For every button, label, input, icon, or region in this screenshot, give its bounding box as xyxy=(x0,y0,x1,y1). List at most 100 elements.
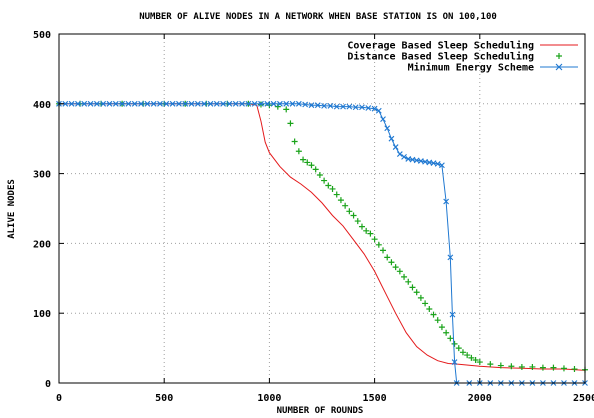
data-point xyxy=(464,352,471,359)
data-point xyxy=(405,278,412,285)
legend: Coverage Based Sleep SchedulingDistance … xyxy=(347,40,578,74)
y-tick-label: 100 xyxy=(33,309,51,320)
data-point xyxy=(112,100,119,107)
data-point xyxy=(340,103,346,110)
data-point xyxy=(75,100,81,107)
data-point xyxy=(476,359,483,366)
data-point xyxy=(438,324,445,331)
y-axis-label: ALIVE NODES xyxy=(7,179,17,239)
legend-label: Minimum Energy Scheme xyxy=(408,62,534,74)
data-point xyxy=(144,100,151,107)
data-point xyxy=(417,294,424,301)
data-point xyxy=(426,306,433,313)
data-point xyxy=(325,182,332,189)
data-point xyxy=(119,100,126,107)
data-point xyxy=(508,363,515,370)
data-point xyxy=(396,151,403,157)
x-axis-label: NUMBER OF ROUNDS xyxy=(277,406,364,416)
data-point xyxy=(213,100,220,107)
data-point xyxy=(316,171,323,178)
data-point xyxy=(384,254,391,261)
y-tick-label: 200 xyxy=(33,239,51,250)
data-point xyxy=(125,100,132,107)
data-point xyxy=(329,185,336,192)
data-point xyxy=(245,100,252,107)
data-point xyxy=(333,191,340,198)
data-point xyxy=(295,100,302,107)
data-point xyxy=(434,160,441,167)
legend-label: Distance Based Sleep Scheduling xyxy=(347,51,534,63)
data-point xyxy=(529,363,536,370)
data-point xyxy=(409,284,416,291)
data-point xyxy=(312,166,319,173)
data-point xyxy=(430,311,437,318)
data-point xyxy=(220,100,227,107)
x-tick-label: 2000 xyxy=(468,393,492,404)
data-point xyxy=(455,345,462,352)
data-point xyxy=(388,259,395,266)
data-point xyxy=(550,364,557,371)
data-point xyxy=(422,300,429,307)
data-point xyxy=(380,247,387,254)
data-point xyxy=(314,102,321,109)
data-point xyxy=(384,125,391,132)
data-point xyxy=(304,159,311,166)
grid xyxy=(59,34,585,383)
series-layer xyxy=(56,100,588,386)
data-point xyxy=(327,103,334,109)
data-point xyxy=(363,227,370,234)
data-point xyxy=(291,138,298,145)
data-point xyxy=(270,100,277,107)
data-point xyxy=(358,223,365,230)
data-point xyxy=(321,177,328,184)
series-line xyxy=(59,103,585,384)
data-point xyxy=(87,100,94,107)
data-point xyxy=(375,241,382,248)
data-point xyxy=(333,103,340,110)
data-point xyxy=(352,104,359,111)
data-point xyxy=(264,100,271,107)
data-point xyxy=(308,162,315,169)
data-point xyxy=(392,144,399,150)
data-point xyxy=(447,335,454,342)
data-point xyxy=(487,361,494,368)
x-tick-label: 500 xyxy=(155,393,173,404)
data-point xyxy=(300,156,307,163)
data-point xyxy=(468,354,475,361)
data-point xyxy=(68,100,75,107)
data-point xyxy=(176,100,182,107)
data-point xyxy=(392,264,399,271)
data-point xyxy=(539,364,546,371)
series-line xyxy=(59,103,586,371)
data-point xyxy=(380,116,386,123)
data-point xyxy=(443,329,450,336)
data-point xyxy=(560,365,567,372)
data-point xyxy=(100,100,107,107)
data-point xyxy=(283,100,290,107)
data-point xyxy=(226,100,233,107)
data-point xyxy=(251,100,258,107)
data-point xyxy=(443,198,450,205)
data-point xyxy=(239,100,245,107)
y-tick-label: 300 xyxy=(33,170,51,181)
data-point xyxy=(459,349,466,356)
data-point xyxy=(277,100,283,107)
data-point xyxy=(556,53,562,59)
data-point xyxy=(302,101,309,108)
data-point xyxy=(308,102,315,109)
data-point xyxy=(518,363,525,370)
data-point xyxy=(434,317,441,324)
data-point xyxy=(138,100,144,107)
data-point xyxy=(413,289,420,296)
data-point xyxy=(62,100,69,107)
series-minimum-energy-scheme xyxy=(56,100,588,386)
chart-title: NUMBER OF ALIVE NODES IN A NETWORK WHEN … xyxy=(139,12,497,22)
data-point xyxy=(287,120,294,127)
series-coverage-based-sleep-scheduling xyxy=(59,103,586,371)
data-point xyxy=(472,356,479,363)
data-point xyxy=(150,100,157,107)
data-point xyxy=(371,236,378,243)
